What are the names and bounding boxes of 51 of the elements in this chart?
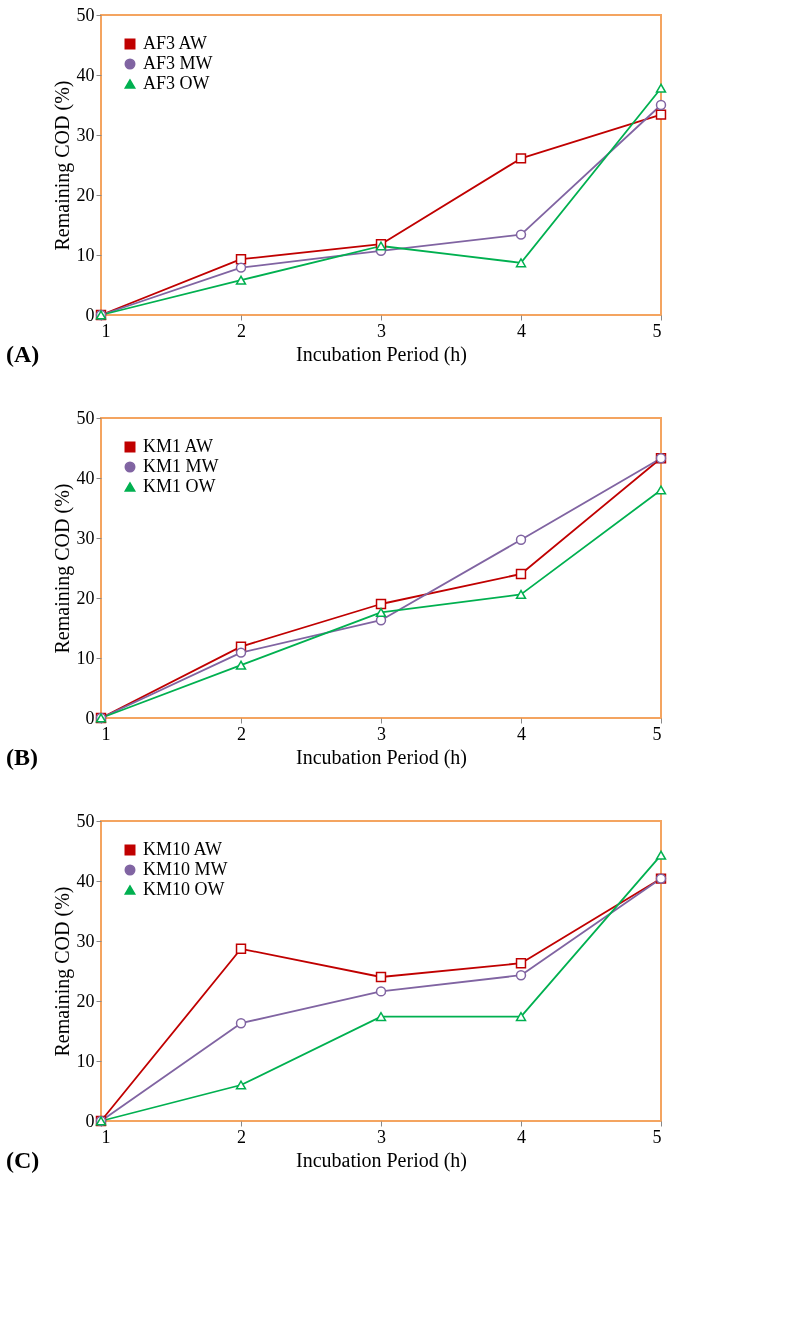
legend-label: KM10 OW — [143, 879, 225, 899]
x-tick-label: 5 — [652, 320, 662, 341]
x-tick-label: 1 — [101, 723, 111, 744]
x-tick-label: 2 — [237, 1126, 246, 1147]
y-tick-label: 10 — [76, 244, 95, 265]
x-tick-label: 3 — [377, 723, 386, 744]
y-tick-label: 0 — [85, 304, 95, 325]
x-tick-label: 3 — [377, 320, 386, 341]
y-tick-label: 40 — [76, 870, 95, 891]
x-tick-label: 4 — [517, 723, 526, 744]
y-tick-label: 0 — [85, 1110, 95, 1131]
y-axis-title: Remaining COD (%) — [50, 80, 74, 251]
text: (B) — [6, 744, 38, 770]
y-tick-label: 50 — [76, 4, 95, 25]
y-tick-label: 40 — [76, 467, 95, 488]
x-axis-title: Incubation Period (h) — [295, 1148, 468, 1172]
text: (A) — [6, 341, 40, 367]
y-tick-label: 50 — [76, 407, 95, 428]
legend-label: AF3 OW — [143, 73, 210, 93]
x-tick-label: 2 — [237, 723, 246, 744]
x-tick-label: 4 — [517, 1126, 526, 1147]
y-axis-title: Remaining COD (%) — [50, 483, 74, 654]
legend-label: KM1 OW — [143, 476, 216, 496]
y-tick-label: 10 — [76, 647, 95, 668]
text: (C) — [6, 1147, 40, 1173]
y-axis-title: Remaining COD (%) — [50, 886, 74, 1057]
y-tick-label: 50 — [76, 810, 95, 831]
legend-label: AF3 AW — [143, 33, 208, 53]
x-axis-title: Incubation Period (h) — [295, 342, 468, 366]
y-tick-label: 0 — [85, 707, 95, 728]
y-tick-label: 30 — [76, 930, 95, 951]
x-tick-label: 2 — [237, 320, 246, 341]
x-tick-label: 5 — [652, 1126, 662, 1147]
x-tick-label: 4 — [517, 320, 526, 341]
x-tick-label: 1 — [101, 320, 111, 341]
y-tick-label: 30 — [76, 527, 95, 548]
x-tick-label: 3 — [377, 1126, 386, 1147]
y-tick-label: 30 — [76, 124, 95, 145]
legend-label: AF3 MW — [143, 53, 213, 73]
x-axis-title: Incubation Period (h) — [295, 745, 468, 769]
y-tick-label: 20 — [76, 184, 95, 205]
x-tick-label: 1 — [101, 1126, 111, 1147]
y-tick-label: 10 — [76, 1050, 95, 1071]
x-tick-label: 5 — [652, 723, 662, 744]
y-tick-label: 40 — [76, 64, 95, 85]
legend-label: KM10 AW — [143, 839, 223, 859]
legend-label: KM1 MW — [143, 456, 219, 476]
y-tick-label: 20 — [76, 990, 95, 1011]
legend-label: KM10 MW — [143, 859, 228, 879]
y-tick-label: 20 — [76, 587, 95, 608]
legend-label: KM1 AW — [143, 436, 214, 456]
